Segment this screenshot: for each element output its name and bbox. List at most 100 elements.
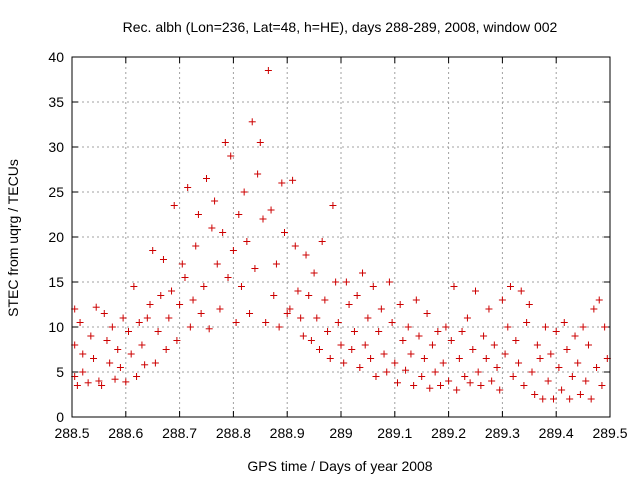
data-point (525, 301, 533, 308)
x-tick-label: 289.3 (485, 425, 520, 441)
x-tick-label: 289 (329, 425, 353, 441)
grid (72, 57, 610, 417)
data-point (130, 283, 138, 290)
data-point (447, 337, 455, 344)
data-point (135, 319, 143, 326)
data-point (541, 323, 549, 331)
data-point (472, 287, 479, 295)
data-point (291, 242, 299, 250)
data-point (431, 368, 439, 376)
data-point (399, 337, 407, 344)
data-point (601, 323, 609, 331)
data-point (98, 382, 106, 389)
data-point (275, 323, 283, 331)
x-tick-label: 289.2 (431, 425, 466, 441)
data-point (203, 175, 210, 182)
data-point (248, 118, 256, 126)
data-point (426, 384, 434, 392)
data-point (517, 287, 525, 295)
y-axis-label: STEC from uqrg / TECUs (5, 159, 21, 317)
data-point (100, 310, 108, 317)
data-point (584, 341, 592, 349)
data-point (232, 319, 240, 326)
data-point (385, 278, 393, 286)
data-point (375, 328, 383, 335)
data-point (324, 328, 332, 335)
data-point (598, 382, 606, 389)
y-tick-label: 25 (48, 184, 64, 200)
data-point (213, 260, 221, 268)
data-point (168, 287, 176, 295)
data-point (208, 224, 216, 232)
data-point (216, 305, 224, 313)
data-point (555, 364, 563, 371)
data-point (95, 377, 103, 385)
data-point (133, 373, 141, 380)
data-point (170, 202, 178, 209)
data-point (428, 341, 436, 349)
data-point (350, 328, 358, 335)
data-point (439, 359, 447, 367)
data-point (159, 256, 167, 263)
x-tick-label: 289.4 (539, 425, 574, 441)
data-point (547, 350, 555, 358)
data-point (466, 379, 474, 387)
chart-title: Rec. albh (Lon=236, Lat=48, h=HE), days … (123, 19, 558, 35)
y-tick-label: 0 (56, 409, 64, 425)
data-point (181, 274, 189, 281)
data-point (178, 260, 186, 268)
data-point (246, 310, 254, 317)
data-point (493, 364, 501, 371)
data-point (157, 292, 165, 299)
data-point (205, 325, 213, 333)
data-point (474, 368, 482, 376)
data-point (523, 319, 531, 326)
data-point (318, 238, 326, 245)
data-point (480, 332, 488, 340)
data-point (359, 269, 367, 277)
data-point (364, 314, 372, 322)
data-point (558, 386, 566, 394)
data-point (73, 382, 81, 389)
data-point (138, 341, 146, 349)
data-point (79, 350, 87, 358)
y-axis-ticks: 0 5 10 15 20 25 30 35 40 (48, 49, 610, 425)
data-point (141, 361, 149, 369)
data-point (515, 359, 523, 367)
x-tick-label: 288.9 (270, 425, 305, 441)
data-point (289, 176, 297, 184)
data-point (79, 368, 87, 376)
y-tick-label: 10 (48, 319, 64, 335)
data-point (162, 346, 170, 353)
data-points (71, 67, 611, 403)
data-point (194, 211, 202, 218)
data-point (536, 355, 544, 362)
data-point (237, 283, 245, 290)
data-point (415, 332, 423, 340)
data-point (334, 319, 342, 326)
data-point (283, 310, 291, 317)
data-point (571, 332, 579, 340)
data-point (229, 247, 237, 254)
data-point (372, 373, 380, 380)
data-point (496, 386, 504, 394)
data-point (321, 296, 329, 304)
data-point (294, 287, 302, 295)
y-tick-label: 30 (48, 139, 64, 155)
data-point (146, 301, 154, 308)
data-point (221, 139, 229, 146)
data-point (173, 337, 181, 344)
data-point (219, 229, 227, 236)
data-point (224, 274, 232, 281)
data-point (87, 332, 95, 340)
data-point (576, 391, 584, 398)
data-point (369, 283, 377, 290)
data-point (450, 283, 458, 290)
data-point (579, 323, 587, 331)
data-point (420, 355, 428, 362)
data-point (143, 314, 151, 322)
data-point (262, 319, 270, 326)
x-tick-label: 289.1 (377, 425, 412, 441)
data-point (383, 368, 391, 376)
data-point (391, 359, 399, 367)
